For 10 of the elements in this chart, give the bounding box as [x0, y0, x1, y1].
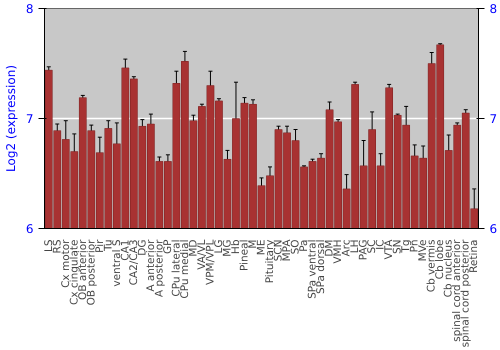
y2-tick-label: 6: [490, 222, 498, 236]
x-tick-label: Retina: [468, 239, 480, 273]
x-tick-label: OB posterior: [85, 238, 98, 306]
y-tick-label: 7: [26, 112, 34, 126]
y2-tick-label: 8: [490, 2, 498, 16]
y-tick-label: 8: [26, 2, 34, 16]
y2-tick-label: 7: [490, 112, 498, 126]
y-tick-label: 6: [26, 222, 34, 236]
y-axis-title: Log2 (expression): [4, 65, 18, 172]
x-tick-label: A posterior: [153, 238, 166, 298]
